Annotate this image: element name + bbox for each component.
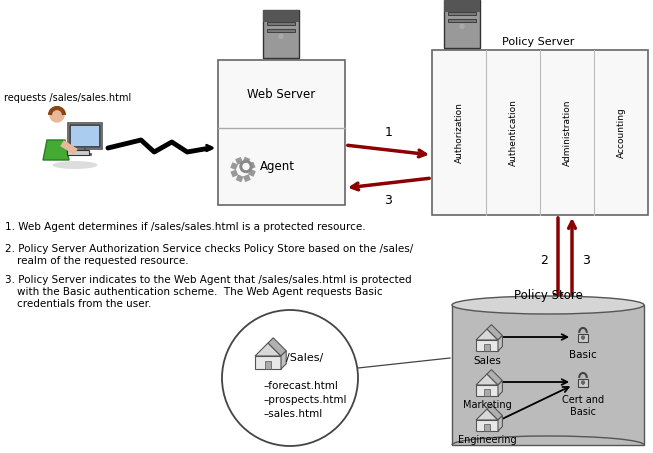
Text: Accounting: Accounting — [616, 107, 626, 158]
Text: –prospects.html: –prospects.html — [264, 395, 347, 405]
Bar — [267, 22, 295, 24]
Text: Authorization: Authorization — [454, 102, 464, 163]
Bar — [243, 174, 251, 182]
Text: Authentication: Authentication — [509, 99, 517, 166]
Text: 1. Web Agent determines if /sales/sales.html is a protected resource.: 1. Web Agent determines if /sales/sales.… — [5, 222, 366, 232]
Bar — [476, 385, 498, 396]
Bar — [448, 19, 476, 22]
Text: 2. Policy Server Authorization Service checks Policy Store based on the /sales/: 2. Policy Server Authorization Service c… — [5, 244, 413, 254]
Bar — [448, 12, 476, 14]
Text: –forecast.html: –forecast.html — [264, 381, 339, 391]
Polygon shape — [476, 409, 498, 420]
Bar — [231, 169, 238, 177]
Text: requests /sales/sales.html: requests /sales/sales.html — [4, 93, 131, 103]
Polygon shape — [43, 140, 69, 160]
Polygon shape — [487, 370, 502, 385]
Bar — [242, 157, 250, 164]
Bar — [236, 174, 244, 182]
Bar — [579, 334, 588, 342]
Bar — [235, 157, 243, 165]
Bar — [485, 389, 490, 396]
Polygon shape — [268, 338, 286, 356]
Bar — [432, 50, 648, 215]
Bar — [263, 10, 299, 22]
Circle shape — [50, 108, 64, 122]
Bar — [248, 169, 256, 177]
Polygon shape — [487, 325, 502, 340]
Polygon shape — [255, 343, 281, 356]
Text: Marketing: Marketing — [462, 400, 511, 410]
Circle shape — [279, 34, 283, 39]
Bar — [263, 10, 299, 58]
Polygon shape — [476, 374, 498, 385]
Bar — [67, 150, 89, 155]
Bar — [444, 0, 480, 12]
Text: Sales: Sales — [473, 356, 501, 366]
Circle shape — [222, 310, 358, 446]
Polygon shape — [281, 351, 286, 369]
Polygon shape — [476, 329, 498, 340]
Text: Web Server: Web Server — [247, 87, 315, 101]
Text: Cert and
Basic: Cert and Basic — [562, 395, 604, 417]
Bar — [218, 60, 345, 205]
Text: with the Basic authentication scheme.  The Web Agent requests Basic: with the Basic authentication scheme. Th… — [17, 287, 383, 297]
Circle shape — [582, 381, 584, 384]
Bar — [476, 340, 498, 351]
Circle shape — [240, 160, 252, 173]
Circle shape — [460, 24, 464, 29]
Bar — [485, 424, 490, 431]
Text: 1: 1 — [385, 126, 392, 140]
Bar — [452, 305, 644, 445]
Ellipse shape — [52, 161, 97, 169]
Bar — [68, 123, 102, 149]
Text: Basic: Basic — [569, 350, 597, 360]
Text: Policy Server: Policy Server — [502, 37, 575, 47]
Bar — [264, 361, 271, 369]
Polygon shape — [487, 405, 502, 420]
Polygon shape — [498, 336, 502, 351]
Text: Policy Store: Policy Store — [513, 289, 582, 302]
Bar — [231, 162, 238, 170]
Text: 3. Policy Server indicates to the Web Agent that /sales/sales.html is protected: 3. Policy Server indicates to the Web Ag… — [5, 275, 411, 285]
Ellipse shape — [452, 296, 644, 314]
Bar — [70, 125, 100, 147]
Text: 3: 3 — [582, 255, 590, 268]
Text: /Sales/: /Sales/ — [286, 353, 323, 363]
Bar — [485, 344, 490, 351]
Text: realm of the requested resource.: realm of the requested resource. — [17, 256, 189, 266]
Polygon shape — [498, 415, 502, 431]
Bar — [476, 420, 498, 431]
Circle shape — [243, 164, 249, 169]
Bar — [255, 356, 281, 369]
Text: Engineering: Engineering — [458, 435, 517, 445]
Bar — [267, 29, 295, 32]
Bar — [579, 379, 588, 387]
Text: Administration: Administration — [562, 99, 571, 166]
Bar — [247, 162, 255, 169]
Text: –sales.html: –sales.html — [264, 409, 323, 419]
Text: credentials from the user.: credentials from the user. — [17, 299, 151, 309]
Circle shape — [582, 336, 584, 339]
Text: 3: 3 — [385, 193, 392, 207]
Bar — [444, 0, 480, 48]
Text: 2: 2 — [540, 255, 548, 268]
Text: Agent: Agent — [260, 160, 295, 173]
Polygon shape — [498, 381, 502, 396]
